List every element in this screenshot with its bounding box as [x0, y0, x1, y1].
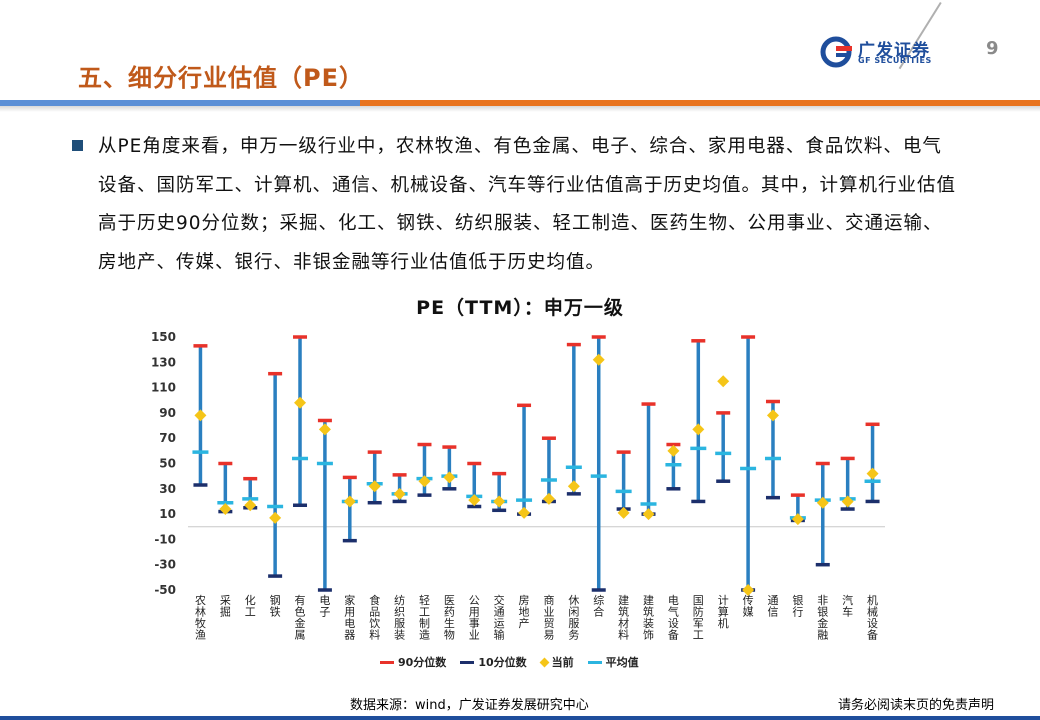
- x-category-label: 机械设备: [867, 593, 878, 642]
- x-category-label: 医药生物: [444, 594, 455, 642]
- y-tick-label: 90: [159, 406, 176, 420]
- logo-name: 广发证券: [858, 41, 930, 61]
- x-category-label: 国防军工: [693, 594, 704, 642]
- current-marker: [244, 499, 257, 512]
- current-marker: [493, 495, 506, 508]
- current-marker: [393, 487, 406, 500]
- legend-swatch: [587, 660, 602, 664]
- x-category-label: 钢铁: [270, 594, 281, 619]
- x-category-label: 银行: [792, 593, 803, 619]
- gf-securities-logo: 广发证券 GF SECURITIES: [820, 36, 955, 68]
- current-marker: [318, 423, 331, 436]
- summary-paragraph: 从PE角度来看，申万一级行业中，农林牧渔、有色金属、电子、综合、家用电器、食品饮…: [98, 136, 957, 273]
- x-category-label: 有色金属: [295, 593, 306, 642]
- x-category-label: 电气设备: [668, 594, 679, 642]
- y-tick-label: 150: [151, 330, 176, 344]
- x-category-label: 传媒: [743, 594, 754, 619]
- current-marker: [617, 506, 630, 519]
- current-marker: [717, 375, 730, 388]
- y-tick-label: 30: [159, 482, 176, 496]
- x-category-label: 食品饮料: [369, 593, 380, 642]
- x-category-label: 化工: [245, 593, 256, 619]
- data-source: 数据来源：wind，广发证券发展研究中心: [350, 698, 589, 713]
- header-accent-bar: [0, 100, 1040, 106]
- current-marker: [518, 506, 531, 519]
- current-marker: [816, 496, 829, 509]
- chart-title: PE（TTM）：申万一级: [416, 297, 624, 319]
- x-category-label: 纺织服装: [394, 593, 405, 642]
- y-tick-label: -10: [154, 532, 176, 546]
- x-category-label: 非银金融: [817, 594, 828, 642]
- legend-swatch: [460, 660, 475, 664]
- current-marker: [269, 511, 282, 524]
- x-category-label: 电子: [319, 594, 330, 619]
- current-marker: [443, 471, 456, 484]
- logo-subtitle: GF SECURITIES: [858, 56, 932, 65]
- current-marker: [766, 409, 779, 422]
- y-tick-label: 70: [159, 431, 176, 445]
- bullet-marker: [72, 140, 83, 151]
- current-marker: [368, 480, 381, 493]
- y-tick-label: 50: [159, 457, 176, 471]
- header-shadow: [0, 106, 1040, 112]
- current-marker: [592, 353, 605, 366]
- current-marker: [692, 423, 705, 436]
- current-marker: [542, 492, 555, 505]
- x-category-label: 家用电器: [344, 593, 355, 642]
- disclaimer-note: 请务必阅读末页的免责声明: [838, 698, 995, 713]
- legend-item-current: 当前: [539, 654, 574, 670]
- y-tick-label: 130: [151, 355, 176, 369]
- legend-label: 平均值: [605, 656, 639, 669]
- legend-label: 90分位数: [398, 656, 447, 669]
- x-category-label: 计算机: [718, 594, 729, 630]
- current-marker: [468, 494, 481, 507]
- current-marker: [742, 584, 755, 596]
- legend-swatch: [380, 660, 394, 664]
- x-category-label: 农林牧渔: [195, 593, 206, 642]
- legend-item-mean: 平均值: [587, 654, 639, 670]
- x-category-label: 通信: [767, 594, 778, 619]
- y-tick-label: 10: [159, 507, 176, 521]
- x-category-label: 休闲服务: [568, 594, 579, 642]
- x-category-label: 建筑材料: [618, 593, 629, 642]
- current-marker: [418, 475, 431, 488]
- current-marker: [219, 503, 232, 516]
- x-category-label: 公用事业: [469, 594, 480, 642]
- y-tick-label: -30: [154, 558, 176, 572]
- current-marker: [791, 513, 804, 526]
- legend-label: 10分位数: [478, 656, 527, 669]
- x-category-label: 汽车: [842, 593, 853, 619]
- current-marker: [343, 495, 356, 508]
- current-marker: [866, 467, 879, 480]
- current-marker: [642, 508, 655, 521]
- page-number: 9: [986, 38, 999, 59]
- x-category-label: 房地产: [519, 594, 530, 630]
- footer-bar: [0, 716, 1040, 720]
- legend-item-p90: 90分位数: [380, 654, 446, 670]
- x-category-label: 轻工制造: [419, 593, 430, 642]
- x-category-label: 建筑装饰: [643, 593, 654, 642]
- legend-label: 当前: [551, 656, 574, 669]
- current-marker: [667, 444, 680, 457]
- x-category-label: 交通运输: [494, 593, 505, 642]
- current-marker: [194, 409, 207, 422]
- y-tick-label: -50: [154, 583, 176, 597]
- x-category-label: 综合: [593, 593, 604, 619]
- chart-legend: 90分位数 10分位数 当前 平均值: [380, 654, 639, 670]
- header-accent-bar-blue: [0, 100, 360, 106]
- current-marker: [841, 495, 854, 508]
- current-marker: [567, 480, 580, 493]
- x-category-label: 采掘: [220, 594, 231, 619]
- current-marker: [294, 396, 307, 409]
- page-title: 五、细分行业估值（PE）: [78, 64, 364, 92]
- legend-item-p10: 10分位数: [460, 654, 527, 670]
- gf-logo-icon: [820, 36, 852, 68]
- x-category-label: 商业贸易: [543, 593, 554, 642]
- legend-swatch: [539, 657, 550, 667]
- y-tick-label: 110: [151, 381, 176, 395]
